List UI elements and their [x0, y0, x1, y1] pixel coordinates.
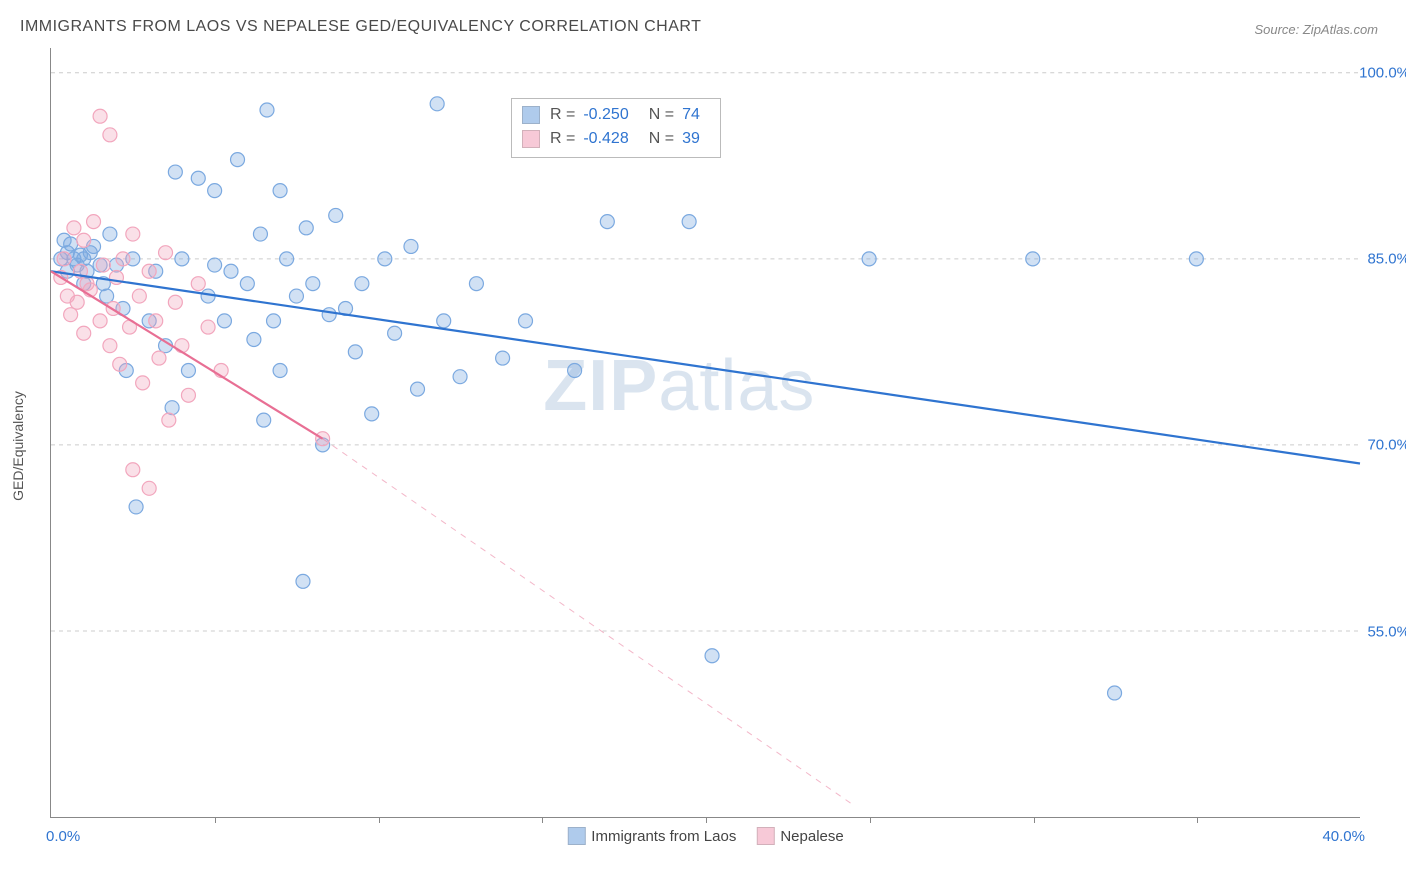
- plot-svg: [51, 48, 1360, 817]
- y-tick-label: 70.0%: [1350, 437, 1406, 454]
- legend-item-laos: Immigrants from Laos: [567, 827, 736, 845]
- plot-area: ZIPatlas 55.0%70.0%85.0%100.0% 0.0% 40.0…: [50, 48, 1360, 818]
- x-tick: [1197, 817, 1198, 823]
- legend-stats: R =-0.250N =74R =-0.428N =39: [511, 98, 721, 158]
- legend-series: Immigrants from Laos Nepalese: [567, 827, 843, 845]
- x-tick: [870, 817, 871, 823]
- x-tick: [215, 817, 216, 823]
- legend-item-nepalese: Nepalese: [756, 827, 843, 845]
- chart-title: IMMIGRANTS FROM LAOS VS NEPALESE GED/EQU…: [20, 18, 701, 36]
- x-tick: [1034, 817, 1035, 823]
- legend-stat-row-nepalese: R =-0.428N =39: [522, 127, 710, 151]
- x-axis-max-label: 40.0%: [1322, 828, 1365, 845]
- y-tick-label: 55.0%: [1350, 623, 1406, 640]
- x-tick: [379, 817, 380, 823]
- y-tick-label: 100.0%: [1350, 64, 1406, 81]
- source-attribution: Source: ZipAtlas.com: [1254, 22, 1378, 37]
- legend-stat-row-laos: R =-0.250N =74: [522, 103, 710, 127]
- x-tick: [706, 817, 707, 823]
- x-axis-min-label: 0.0%: [46, 828, 80, 845]
- y-axis-title: GED/Equivalency: [10, 391, 26, 501]
- y-tick-label: 85.0%: [1350, 251, 1406, 268]
- x-tick: [542, 817, 543, 823]
